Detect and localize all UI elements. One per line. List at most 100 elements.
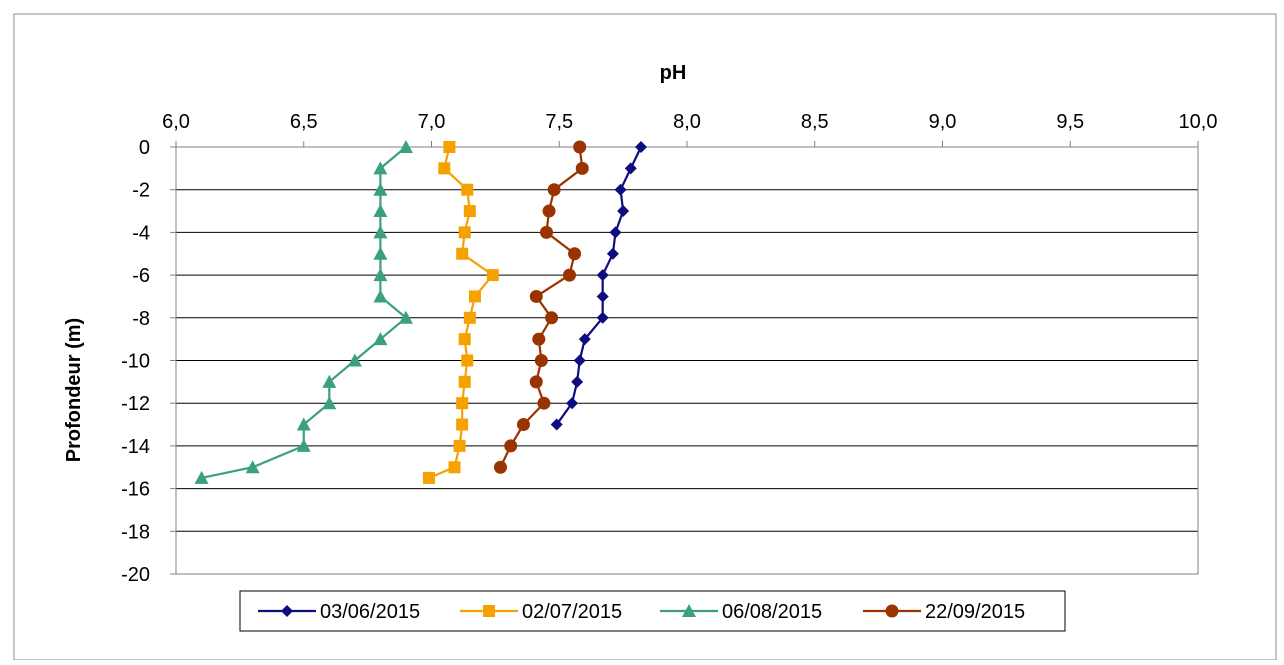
data-point bbox=[245, 460, 260, 474]
x-tick-label: 10,0 bbox=[1179, 111, 1218, 133]
legend-item: 22/09/2015 bbox=[863, 601, 1025, 623]
data-point bbox=[493, 460, 507, 474]
data-point bbox=[575, 161, 589, 175]
data-point bbox=[573, 354, 586, 367]
data-point bbox=[516, 418, 530, 432]
data-point bbox=[373, 182, 388, 196]
data-point bbox=[347, 353, 362, 367]
data-point bbox=[578, 333, 591, 346]
legend-item: 03/06/2015 bbox=[258, 601, 420, 623]
x-tick-label: 6,5 bbox=[290, 111, 318, 133]
data-point bbox=[458, 333, 471, 346]
data-point bbox=[422, 471, 435, 484]
legend-box bbox=[239, 590, 1066, 632]
data-point bbox=[296, 417, 311, 431]
data-point bbox=[373, 161, 388, 175]
data-point bbox=[461, 354, 474, 367]
data-point bbox=[606, 247, 619, 260]
legend-label: 03/06/2015 bbox=[320, 601, 420, 623]
data-point bbox=[609, 226, 622, 239]
data-point bbox=[373, 204, 388, 218]
y-tick-label: 0 bbox=[139, 137, 150, 159]
x-tick-label: 9,5 bbox=[1056, 111, 1084, 133]
data-point bbox=[529, 289, 543, 303]
data-point bbox=[456, 418, 469, 431]
y-tick-label: -16 bbox=[121, 479, 150, 501]
data-point bbox=[458, 375, 471, 388]
data-point bbox=[438, 162, 451, 175]
legend-marker bbox=[281, 605, 293, 617]
x-tick-label: 6,0 bbox=[162, 111, 190, 133]
series-line bbox=[499, 146, 584, 468]
data-point bbox=[458, 226, 471, 239]
data-point bbox=[373, 268, 388, 282]
legend-marker bbox=[885, 604, 899, 618]
y-tick-label: -8 bbox=[132, 308, 150, 330]
series-1 bbox=[550, 141, 648, 431]
data-point bbox=[456, 247, 469, 260]
data-point bbox=[566, 397, 579, 410]
series-3 bbox=[194, 140, 413, 484]
data-point bbox=[635, 141, 648, 153]
data-point bbox=[398, 310, 413, 324]
series-2 bbox=[422, 141, 499, 484]
data-point bbox=[453, 439, 466, 452]
data-point bbox=[617, 205, 630, 218]
data-point bbox=[542, 204, 556, 218]
data-point bbox=[614, 183, 627, 196]
data-point bbox=[373, 289, 388, 303]
data-point bbox=[596, 290, 609, 303]
data-point bbox=[596, 269, 609, 282]
data-point bbox=[529, 375, 543, 389]
y-axis-title: Profondeur (m) bbox=[63, 318, 85, 462]
data-point bbox=[547, 183, 561, 197]
data-point bbox=[296, 438, 311, 452]
legend-label: 22/09/2015 bbox=[925, 601, 1025, 623]
y-tick-label: -4 bbox=[132, 222, 150, 244]
y-axis-ticks: 0 -2 -4 -6 -8 -10 -12 -14 -16 -18 -20 bbox=[121, 137, 176, 586]
data-point bbox=[537, 396, 551, 410]
x-tick-label: 7,5 bbox=[545, 111, 573, 133]
data-point bbox=[194, 470, 209, 484]
y-tick-label: -6 bbox=[132, 265, 150, 287]
x-tick-label: 8,0 bbox=[673, 111, 701, 133]
data-point bbox=[545, 311, 559, 325]
data-point bbox=[461, 183, 474, 196]
series-layer bbox=[194, 140, 648, 484]
data-point bbox=[504, 439, 518, 453]
y-tick-label: -14 bbox=[121, 436, 150, 458]
legend-item: 06/08/2015 bbox=[660, 601, 822, 623]
data-point bbox=[550, 418, 563, 431]
legend-item: 02/07/2015 bbox=[460, 601, 622, 623]
data-point bbox=[571, 375, 584, 388]
x-axis-ticks: 6,0 6,5 7,0 7,5 8,0 8,5 9,0 9,5 10,0 bbox=[162, 111, 1217, 147]
data-point bbox=[456, 397, 469, 410]
data-point bbox=[532, 332, 546, 346]
y-tick-label: -10 bbox=[121, 351, 150, 373]
data-point bbox=[448, 461, 461, 474]
legend: 03/06/2015 02/07/2015 06/08/2015 22/09/2015 bbox=[239, 590, 1066, 632]
chart-border bbox=[13, 13, 1277, 661]
data-point bbox=[539, 225, 553, 239]
data-point bbox=[398, 140, 413, 153]
y-tick-label: -2 bbox=[132, 180, 150, 202]
data-point bbox=[568, 247, 582, 261]
x-axis-title: pH bbox=[660, 62, 687, 84]
data-point bbox=[596, 311, 609, 324]
data-point bbox=[624, 162, 637, 175]
x-tick-label: 9,0 bbox=[929, 111, 957, 133]
x-tick-label: 8,5 bbox=[801, 111, 829, 133]
data-point bbox=[468, 290, 481, 303]
data-point bbox=[562, 268, 576, 282]
legend-label: 06/08/2015 bbox=[722, 601, 822, 623]
data-point bbox=[373, 246, 388, 260]
data-point bbox=[486, 269, 499, 282]
y-tick-label: -18 bbox=[121, 521, 150, 543]
data-point bbox=[322, 374, 337, 388]
data-point bbox=[463, 311, 476, 324]
series-4 bbox=[493, 140, 589, 474]
legend-marker bbox=[682, 604, 696, 617]
data-point bbox=[373, 332, 388, 346]
